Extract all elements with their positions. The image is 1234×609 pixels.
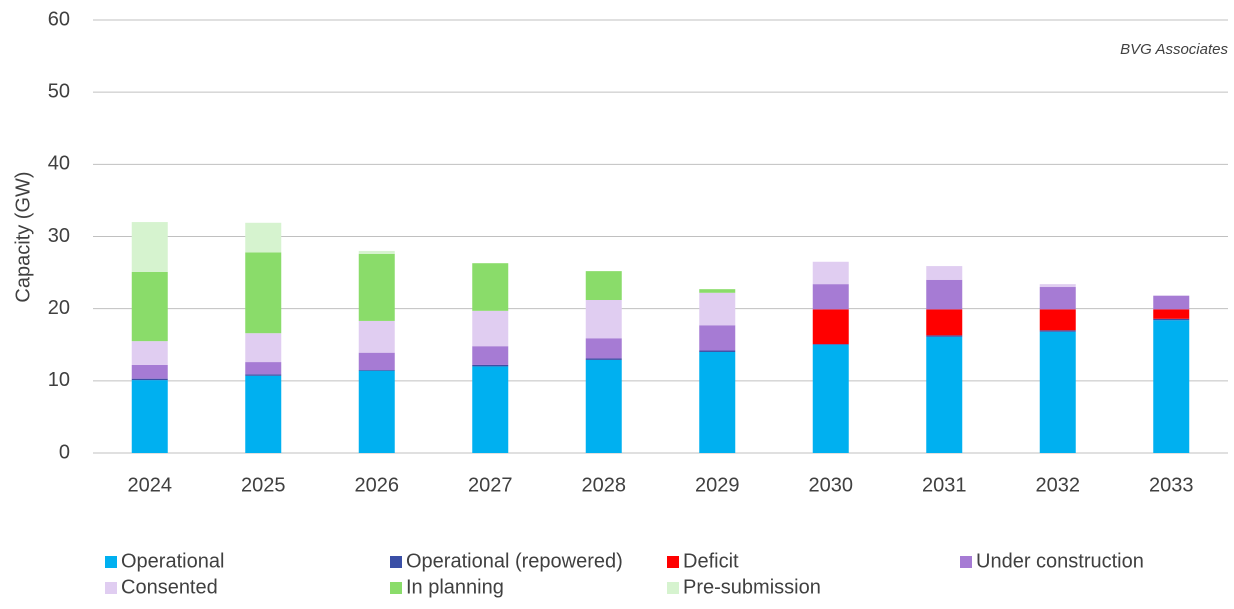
- bar-segment: [131, 378, 168, 381]
- bar-segment: [1039, 287, 1076, 310]
- y-tick-label: 60: [48, 8, 70, 30]
- bar-segment: [358, 370, 395, 453]
- legend-swatch: [105, 556, 117, 568]
- bar-segment: [131, 380, 168, 453]
- bar-segment: [699, 350, 736, 352]
- bar-segment: [585, 358, 622, 360]
- bar-segment: [926, 309, 963, 336]
- bar-segment: [1039, 330, 1076, 332]
- bar-segment: [358, 320, 395, 353]
- x-tick-label: 2026: [355, 474, 400, 496]
- bar-segment: [585, 359, 622, 453]
- bar-segment: [245, 252, 282, 334]
- y-tick-label: 50: [48, 80, 70, 102]
- y-tick-label: 40: [48, 153, 70, 175]
- bar-segment: [1153, 320, 1190, 453]
- bar-segment: [1153, 295, 1190, 310]
- bar-segment: [926, 266, 963, 280]
- bar-segment: [245, 375, 282, 453]
- bar-segment: [358, 352, 395, 371]
- bar-segment: [131, 222, 168, 272]
- x-tick-label: 2033: [1149, 474, 1194, 496]
- legend-label: Consented: [121, 576, 218, 598]
- legend-label: Pre-submission: [683, 576, 821, 598]
- y-tick-label: 30: [48, 225, 70, 247]
- bar-segment: [812, 344, 849, 345]
- bar-segment: [358, 370, 395, 371]
- bar-segment: [358, 253, 395, 321]
- bar-segment: [812, 309, 849, 345]
- y-tick-label: 0: [59, 441, 70, 463]
- legend-swatch: [105, 582, 117, 594]
- bar-segment: [926, 336, 963, 453]
- bar-segment: [131, 364, 168, 379]
- bar-segment: [245, 222, 282, 253]
- x-tick-label: 2032: [1036, 474, 1081, 496]
- legend-label: Operational: [121, 550, 224, 572]
- bar-segment: [131, 341, 168, 365]
- bar-segment: [358, 250, 395, 254]
- bar-segment: [699, 289, 736, 293]
- x-tick-label: 2029: [695, 474, 740, 496]
- legend-label: Deficit: [683, 550, 739, 572]
- bar-segment: [585, 271, 622, 301]
- bar-segment: [1153, 309, 1190, 319]
- bar-segment: [699, 292, 736, 326]
- bar-segment: [472, 366, 509, 453]
- bar-segment: [245, 362, 282, 375]
- bar-segment: [812, 261, 849, 285]
- bar-segment: [1039, 331, 1076, 453]
- bar-segment: [926, 279, 963, 310]
- bar-segment: [245, 374, 282, 376]
- bar-segment: [812, 344, 849, 453]
- legend-label: Operational (repowered): [406, 550, 623, 572]
- x-tick-label: 2030: [809, 474, 854, 496]
- y-tick-label: 10: [48, 369, 70, 391]
- bar-segment: [926, 335, 963, 337]
- legend-swatch: [390, 582, 402, 594]
- bar-segment: [699, 325, 736, 351]
- bar-segment: [585, 338, 622, 359]
- bar-segment: [472, 310, 509, 347]
- bar-segment: [1039, 309, 1076, 331]
- x-tick-label: 2024: [128, 474, 173, 496]
- bar-segment: [812, 284, 849, 310]
- bar-segment: [472, 263, 509, 311]
- x-tick-label: 2027: [468, 474, 513, 496]
- x-tick-label: 2031: [922, 474, 967, 496]
- legend-swatch: [667, 582, 679, 594]
- y-tick-label: 20: [48, 297, 70, 319]
- legend-label: In planning: [406, 576, 504, 598]
- bar-segment: [245, 333, 282, 363]
- bar-segment: [585, 300, 622, 339]
- bar-segment: [1039, 284, 1076, 288]
- bar-segment: [472, 346, 509, 365]
- legend-label: Under construction: [976, 550, 1144, 572]
- legend-swatch: [960, 556, 972, 568]
- source-annotation: BVG Associates: [1120, 41, 1228, 58]
- legend-swatch: [667, 556, 679, 568]
- x-tick-label: 2028: [582, 474, 627, 496]
- bar-segment: [472, 364, 509, 367]
- legend-swatch: [390, 556, 402, 568]
- y-axis-label: Capacity (GW): [12, 171, 34, 302]
- bar-segment: [699, 351, 736, 453]
- x-tick-label: 2025: [241, 474, 286, 496]
- bar-segment: [1153, 318, 1190, 321]
- bar-segment: [131, 271, 168, 342]
